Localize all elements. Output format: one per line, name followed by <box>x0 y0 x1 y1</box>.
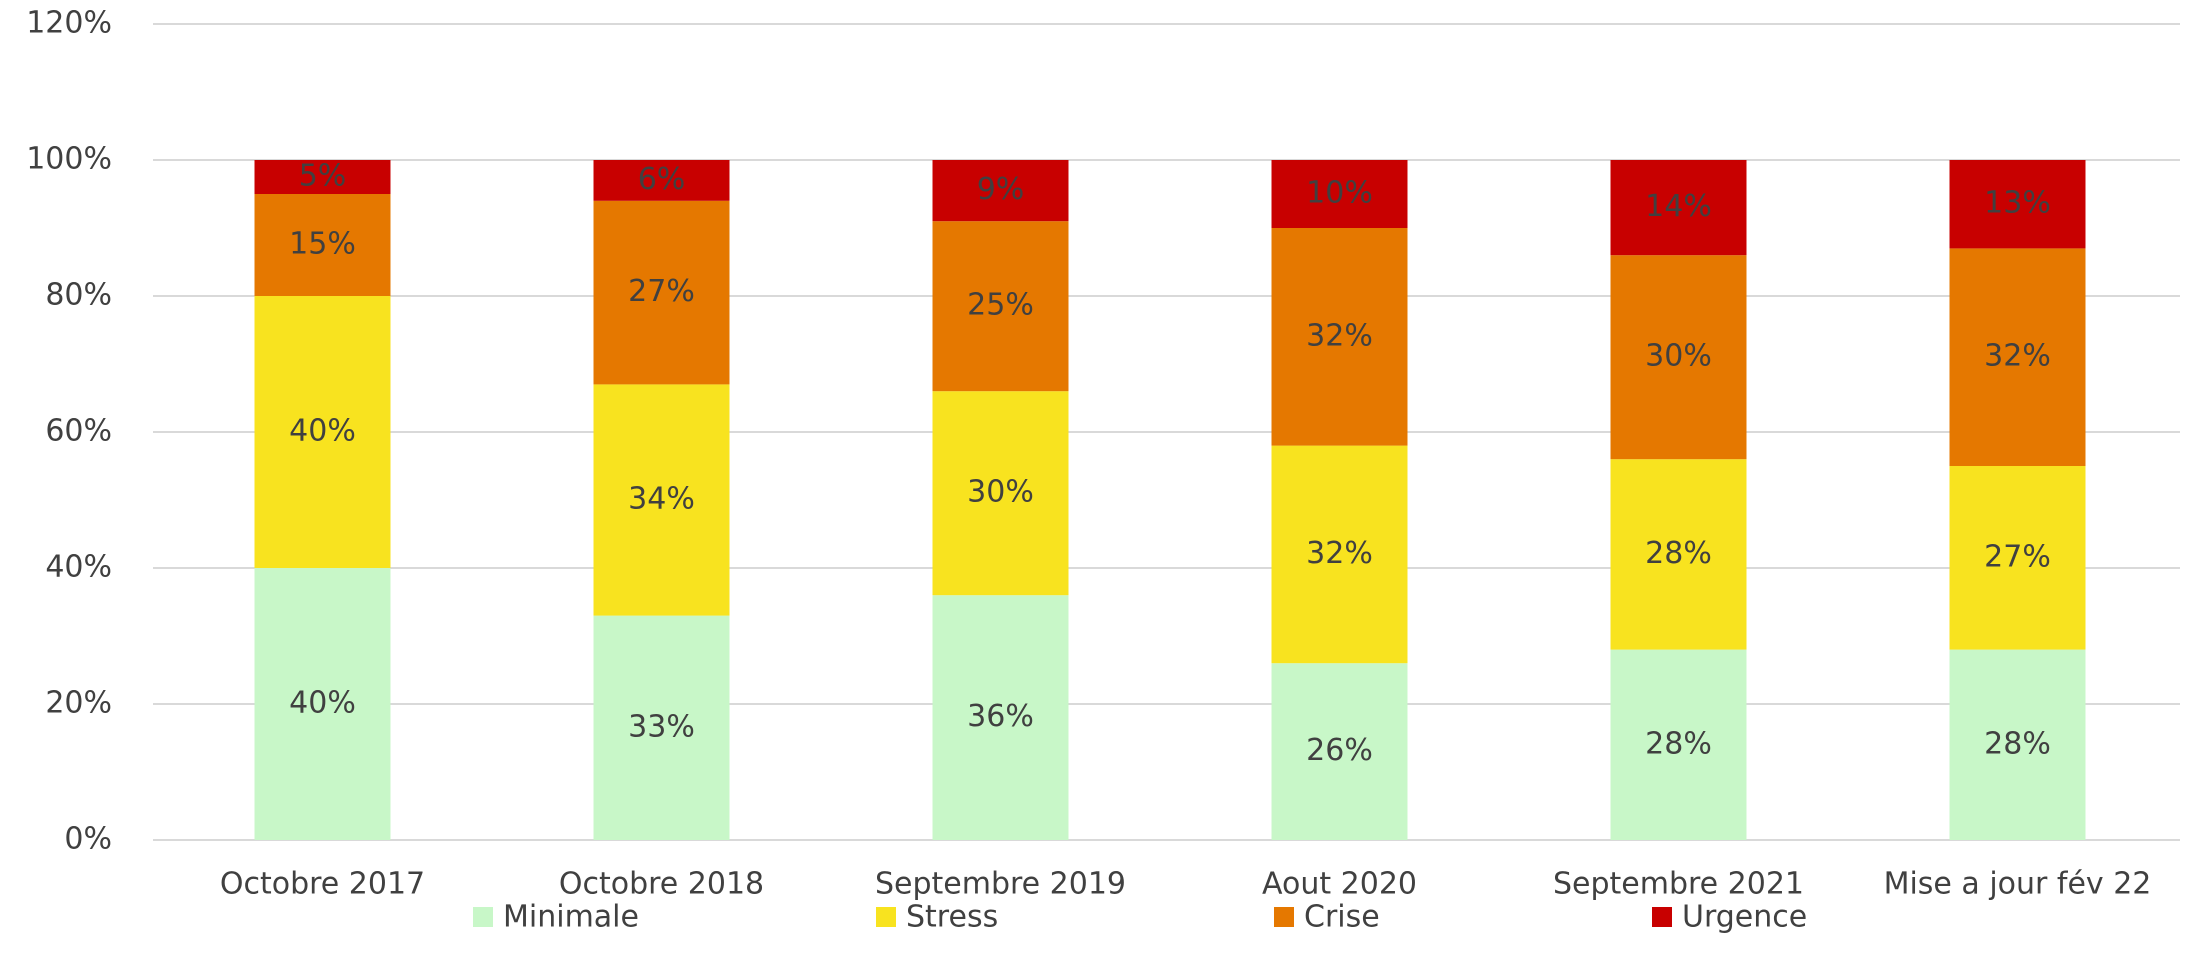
y-tick-label: 80% <box>45 278 112 313</box>
x-tick-label: Septembre 2021 <box>1553 867 1804 902</box>
y-tick-label: 40% <box>45 550 112 585</box>
x-tick-label: Septembre 2019 <box>875 867 1126 902</box>
bar-segment <box>593 615 730 840</box>
data-label: 26% <box>1306 733 1373 768</box>
y-tick-label: 0% <box>64 822 112 857</box>
data-label: 32% <box>1306 318 1373 353</box>
data-label: 32% <box>1984 339 2051 374</box>
bar-segment <box>1949 649 2086 840</box>
bar-segment <box>1271 663 1408 840</box>
data-label: 40% <box>289 414 356 449</box>
x-tick-label: Aout 2020 <box>1262 867 1417 902</box>
data-label: 25% <box>967 288 1034 323</box>
data-label: 28% <box>1984 726 2051 761</box>
bar-segment <box>1949 248 2086 466</box>
bar-segment <box>254 296 391 568</box>
legend-swatch <box>1652 907 1672 927</box>
data-label: 6% <box>638 162 686 197</box>
bar-segment <box>254 160 391 194</box>
x-tick-label: Octobre 2017 <box>220 867 425 902</box>
bar-segment <box>1271 228 1408 446</box>
bar-segment <box>1271 445 1408 664</box>
data-label: 9% <box>977 172 1025 207</box>
legend-label: Crise <box>1304 900 1380 935</box>
bar-segment <box>1949 466 2086 650</box>
legend-swatch <box>473 907 493 927</box>
y-tick-label: 60% <box>45 414 112 449</box>
y-tick-label: 100% <box>26 142 112 177</box>
bar-segment <box>1610 459 1747 650</box>
legend-label: Minimale <box>503 900 639 935</box>
data-label: 15% <box>289 227 356 262</box>
bar-segment <box>1610 649 1747 840</box>
data-label: 28% <box>1645 726 1712 761</box>
data-label: 27% <box>628 274 695 309</box>
bar-segment <box>593 200 730 385</box>
data-label: 5% <box>299 159 347 194</box>
bar-segment <box>254 568 391 840</box>
legend-label: Stress <box>906 900 998 935</box>
data-label: 30% <box>1645 339 1712 374</box>
bar-segment <box>1949 160 2086 249</box>
data-label: 28% <box>1645 536 1712 571</box>
data-label: 27% <box>1984 539 2051 574</box>
legend-label: Urgence <box>1682 900 1807 935</box>
y-tick-label: 120% <box>26 6 112 41</box>
legend-swatch <box>1274 907 1294 927</box>
legend-swatch <box>876 907 896 927</box>
bar-segment <box>932 221 1069 392</box>
bar-segment <box>1610 255 1747 460</box>
data-label: 34% <box>628 482 695 517</box>
y-tick-label: 20% <box>45 686 112 721</box>
bar-segment <box>1610 160 1747 256</box>
bar-segment <box>1271 160 1408 228</box>
x-tick-label: Octobre 2018 <box>559 867 764 902</box>
data-label: 32% <box>1306 536 1373 571</box>
data-label: 36% <box>967 699 1034 734</box>
bar-segment <box>593 384 730 616</box>
data-label: 33% <box>628 709 695 744</box>
bar-segment <box>932 160 1069 222</box>
data-label: 10% <box>1306 176 1373 211</box>
bar-segment <box>932 391 1069 596</box>
data-label: 14% <box>1645 189 1712 224</box>
data-label: 30% <box>967 475 1034 510</box>
bar-segment <box>932 595 1069 840</box>
data-label: 40% <box>289 686 356 721</box>
x-tick-label: Mise a jour fév 22 <box>1884 867 2152 902</box>
data-label: 13% <box>1984 186 2051 221</box>
bar-segment <box>254 194 391 296</box>
bar-segment <box>593 160 730 201</box>
